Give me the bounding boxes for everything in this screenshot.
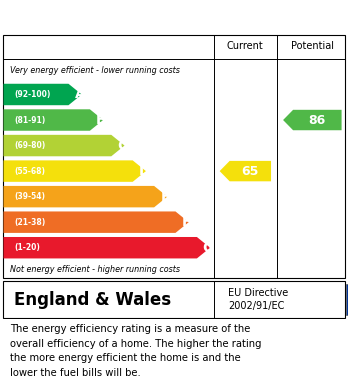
Text: Very energy efficient - lower running costs: Very energy efficient - lower running co…: [10, 66, 180, 75]
Text: Energy Efficiency Rating: Energy Efficiency Rating: [69, 9, 279, 23]
Text: D: D: [139, 164, 150, 178]
Polygon shape: [220, 161, 271, 181]
Text: (81-91): (81-91): [14, 115, 45, 124]
Text: England & Wales: England & Wales: [14, 291, 171, 308]
Text: B: B: [96, 113, 107, 127]
Polygon shape: [3, 186, 167, 207]
Text: 65: 65: [241, 165, 258, 178]
Text: 86: 86: [308, 113, 326, 127]
Text: EU Directive
2002/91/EC: EU Directive 2002/91/EC: [228, 288, 288, 311]
Polygon shape: [3, 109, 103, 131]
Text: (92-100): (92-100): [14, 90, 50, 99]
Text: G: G: [203, 241, 214, 255]
Text: A: A: [74, 88, 85, 102]
Text: F: F: [182, 215, 192, 229]
Text: C: C: [118, 138, 128, 152]
Text: Potential: Potential: [291, 41, 334, 51]
Polygon shape: [3, 237, 210, 258]
Bar: [346, 284, 348, 315]
Text: E: E: [161, 190, 170, 204]
Text: (21-38): (21-38): [14, 218, 45, 227]
Polygon shape: [3, 135, 125, 156]
Polygon shape: [283, 110, 342, 130]
Polygon shape: [3, 84, 82, 105]
Text: (39-54): (39-54): [14, 192, 45, 201]
Text: Not energy efficient - higher running costs: Not energy efficient - higher running co…: [10, 265, 181, 274]
Text: Current: Current: [227, 41, 264, 51]
Text: The energy efficiency rating is a measure of the
overall efficiency of a home. T: The energy efficiency rating is a measur…: [10, 325, 262, 378]
Text: (69-80): (69-80): [14, 141, 45, 150]
Polygon shape: [3, 212, 189, 233]
Polygon shape: [3, 160, 146, 182]
Text: (1-20): (1-20): [14, 243, 40, 252]
Text: (55-68): (55-68): [14, 167, 45, 176]
